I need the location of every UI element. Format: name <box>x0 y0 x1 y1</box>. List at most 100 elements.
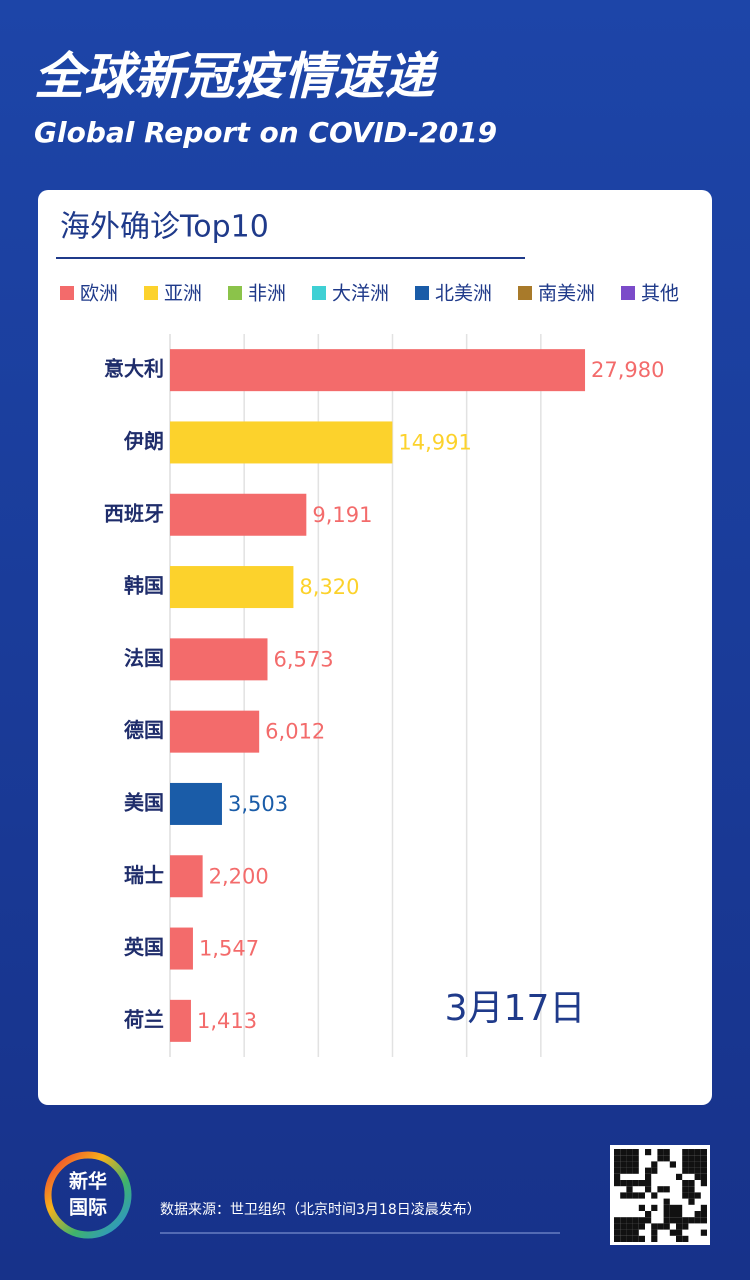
qr-cell <box>632 1223 639 1230</box>
qr-cell <box>626 1217 633 1224</box>
qr-cell <box>620 1161 627 1168</box>
qr-cell <box>651 1161 658 1168</box>
legend-label: 其他 <box>641 283 679 305</box>
legend-label: 亚洲 <box>164 283 202 305</box>
qr-cell <box>632 1167 639 1174</box>
qr-cell <box>632 1161 639 1168</box>
legend-swatch <box>60 286 74 300</box>
qr-cell <box>663 1155 670 1162</box>
legend-swatch <box>518 286 532 300</box>
qr-cell <box>620 1229 627 1236</box>
qr-cell <box>682 1149 689 1156</box>
qr-cell <box>682 1186 689 1193</box>
value-label: 3,503 <box>228 792 288 816</box>
qr-cell <box>682 1217 689 1224</box>
qr-cell <box>626 1223 633 1230</box>
qr-cell <box>663 1149 670 1156</box>
category-label: 荷兰 <box>124 1007 164 1031</box>
bar <box>170 710 260 753</box>
qr-cell <box>657 1186 664 1193</box>
logo-text: 国际 <box>69 1197 107 1219</box>
qr-cell <box>676 1229 683 1236</box>
bar <box>170 421 393 464</box>
qr-cell <box>676 1223 683 1230</box>
qr-cell <box>645 1217 652 1224</box>
qr-cell <box>669 1204 676 1211</box>
qr-cell <box>669 1161 676 1168</box>
qr-cell <box>620 1155 627 1162</box>
qr-cell <box>700 1211 707 1218</box>
qr-cell <box>688 1161 695 1168</box>
qr-cell <box>694 1173 701 1180</box>
qr-cell <box>688 1192 695 1199</box>
qr-cell <box>626 1155 633 1162</box>
logo-text: 新华 <box>69 1170 107 1193</box>
qr-cell <box>682 1155 689 1162</box>
qr-cell <box>682 1180 689 1187</box>
page-subtitle: Global Report on COVID-2019 <box>34 116 497 149</box>
bar <box>170 855 203 898</box>
annotation: 3月17日 <box>445 988 586 1029</box>
qr-cell <box>682 1192 689 1199</box>
qr-cell <box>651 1192 658 1199</box>
legend-swatch <box>228 286 242 300</box>
category-label: 瑞士 <box>124 863 164 887</box>
qr-cell <box>638 1180 645 1187</box>
qr-cell <box>638 1223 645 1230</box>
qr-cell <box>688 1155 695 1162</box>
qr-cell <box>700 1173 707 1180</box>
qr-cell <box>694 1192 701 1199</box>
qr-cell <box>626 1186 633 1193</box>
category-label: 西班牙 <box>104 501 164 525</box>
qr-cell <box>632 1229 639 1236</box>
qr-cell <box>620 1149 627 1156</box>
chart-title: 海外确诊Top10 <box>60 210 269 245</box>
category-label: 德国 <box>124 718 164 742</box>
logo-ring <box>44 1151 132 1239</box>
legend-label: 非洲 <box>248 283 286 305</box>
qr-cell <box>688 1217 695 1224</box>
qr-cell <box>651 1167 658 1174</box>
qr-cell <box>669 1229 676 1236</box>
qr-cell <box>614 1161 621 1168</box>
qr-cell <box>620 1217 627 1224</box>
qr-cell <box>700 1149 707 1156</box>
qr-cell <box>694 1211 701 1218</box>
qr-cell <box>676 1211 683 1218</box>
qr-cell <box>620 1180 627 1187</box>
category-label: 法国 <box>124 646 164 670</box>
qr-cell <box>620 1223 627 1230</box>
category-label: 伊朗 <box>123 429 164 453</box>
qr-cell <box>657 1155 664 1162</box>
qr-cell <box>676 1204 683 1211</box>
qr-cell <box>614 1180 621 1187</box>
bar <box>170 493 307 536</box>
qr-cell <box>682 1161 689 1168</box>
category-label: 意大利 <box>104 357 164 381</box>
qr-cell <box>688 1180 695 1187</box>
qr-cell <box>694 1167 701 1174</box>
qr-cell <box>645 1167 652 1174</box>
qr-cell <box>688 1186 695 1193</box>
legend-label: 大洋洲 <box>332 283 389 305</box>
qr-cell <box>638 1204 645 1211</box>
qr-cell <box>682 1235 689 1242</box>
category-label: 韩国 <box>124 574 164 598</box>
qr-cell <box>676 1235 683 1242</box>
value-label: 1,413 <box>197 1009 257 1033</box>
qr-cell <box>676 1217 683 1224</box>
value-label: 6,573 <box>273 647 333 671</box>
bar <box>170 927 193 970</box>
bar <box>170 349 586 392</box>
qr-cell <box>626 1180 633 1187</box>
qr-cell <box>651 1229 658 1236</box>
qr-cell <box>632 1235 639 1242</box>
bar <box>170 999 191 1042</box>
qr-cell <box>663 1198 670 1205</box>
qr-cell <box>688 1149 695 1156</box>
bar <box>170 566 294 609</box>
legend-label: 北美洲 <box>435 283 492 305</box>
qr-cell <box>638 1217 645 1224</box>
qr-cell <box>663 1204 670 1211</box>
